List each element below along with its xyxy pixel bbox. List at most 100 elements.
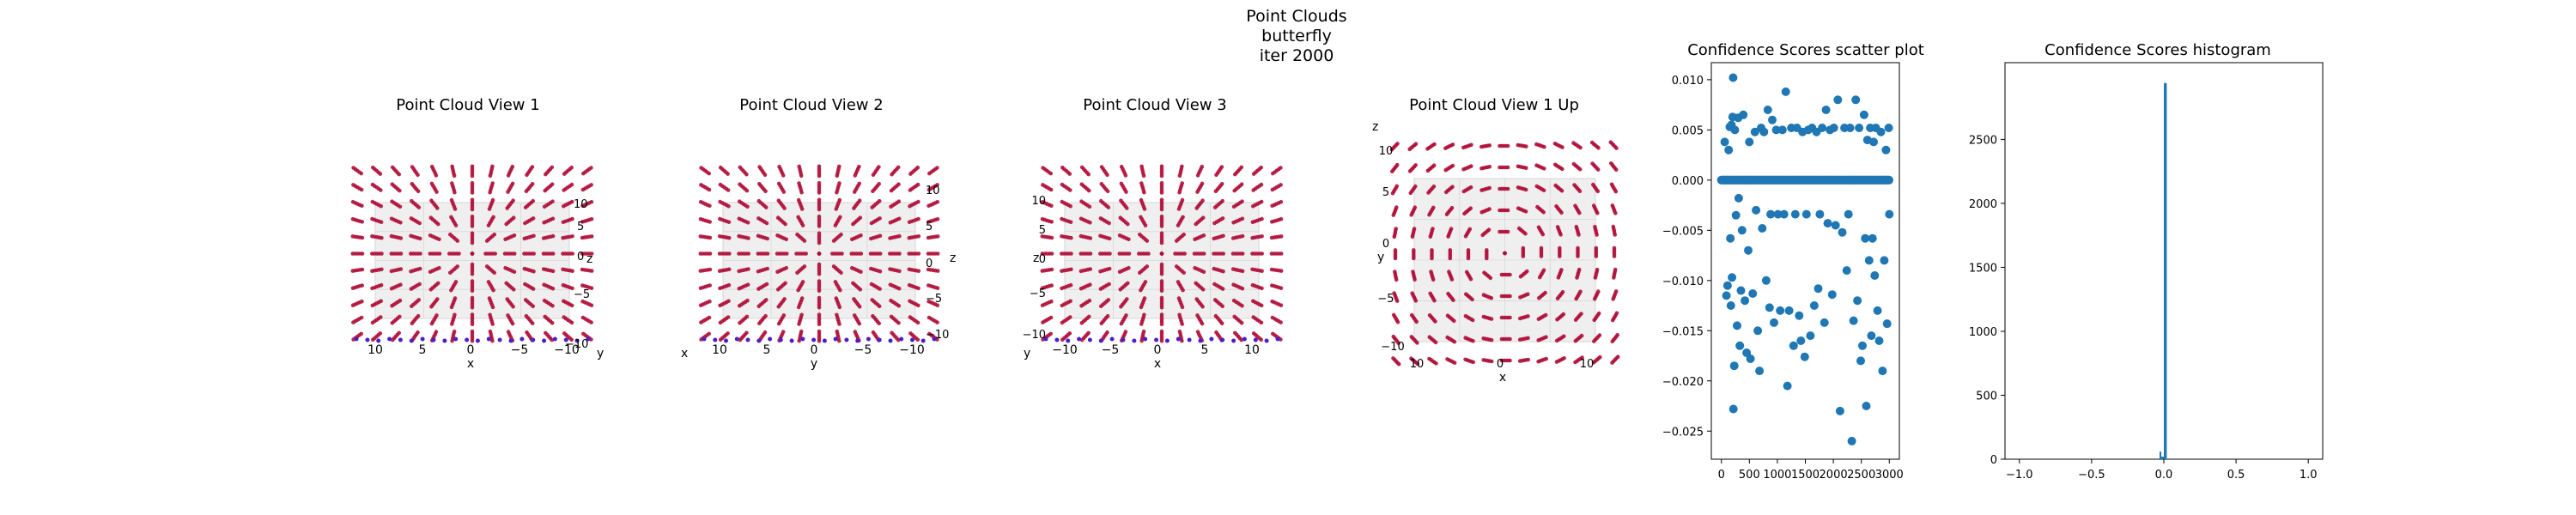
cloud-point	[1040, 234, 1045, 239]
panel-4-x-ticks: 10 0 10	[1410, 358, 1595, 371]
scatter-point	[1884, 124, 1893, 132]
cloud-point	[510, 181, 515, 186]
cloud-point	[1078, 286, 1084, 291]
cloud-point	[1060, 251, 1064, 256]
cloud-point	[1180, 181, 1184, 185]
cloud-point	[796, 215, 800, 220]
cloud-point	[1259, 320, 1264, 325]
cloud-point	[409, 287, 414, 291]
cloud-point	[1577, 167, 1583, 172]
cloud-point	[817, 197, 822, 203]
scatter-x-tick-label: 500	[1739, 469, 1760, 482]
cloud-point	[1181, 215, 1185, 220]
panel-3-x-tick-label: −5	[1102, 343, 1120, 357]
cloud-point	[1432, 142, 1437, 147]
cloud-point-base	[398, 337, 403, 342]
scatter-point	[1730, 125, 1740, 135]
cloud-point-base	[431, 337, 436, 342]
cloud-point	[1541, 210, 1546, 215]
scatter-point	[1768, 115, 1777, 124]
cloud-point	[1505, 165, 1510, 170]
scatter-point	[1820, 318, 1829, 327]
panel-4-y-axis-label: y	[1377, 251, 1384, 264]
histogram-bar	[2160, 457, 2164, 459]
cloud-point	[1554, 338, 1559, 343]
cloud-point-base	[1054, 337, 1060, 342]
cloud-point	[1448, 248, 1453, 252]
cloud-point	[409, 269, 413, 274]
panel-2-z-tick-label: −10	[926, 329, 949, 342]
cloud-point	[1119, 198, 1123, 203]
scatter-x-tick-label: 1500	[1791, 469, 1820, 482]
cloud-point	[1517, 337, 1522, 342]
cloud-point-base	[442, 338, 447, 343]
histogram-bars	[2160, 82, 2167, 460]
cloud-point	[840, 251, 844, 256]
cloud-point	[896, 321, 901, 325]
cloud-point	[1610, 318, 1615, 323]
scatter-point	[1870, 271, 1880, 280]
cloud-point	[1040, 217, 1045, 221]
cloud-point	[448, 270, 453, 276]
cloud-point	[492, 232, 496, 237]
cloud-point	[1560, 145, 1564, 149]
scatter-point	[1821, 106, 1831, 114]
cloud-point	[916, 216, 920, 221]
cloud-point	[1119, 181, 1124, 186]
cloud-point	[370, 182, 375, 187]
cloud-point	[1446, 291, 1450, 296]
cloud-point	[1574, 296, 1578, 301]
cloud-point	[1505, 143, 1510, 148]
cloud-point	[935, 303, 940, 308]
scatter-baseline-point	[1885, 175, 1893, 185]
cloud-point	[1573, 360, 1577, 365]
cloud-point	[935, 320, 939, 324]
cloud-point	[1079, 321, 1084, 325]
cloud-point	[776, 198, 781, 203]
cloud-point	[775, 288, 781, 292]
figure-title-line-2: butterfly	[1261, 27, 1332, 45]
cloud-point	[1449, 205, 1455, 210]
cloud-point	[1159, 197, 1164, 203]
cloud-point	[1180, 338, 1184, 343]
cloud-point	[756, 198, 762, 203]
cloud-point	[1468, 206, 1473, 210]
scatter-y-tick-label: 0.010	[1672, 75, 1704, 88]
cloud-point	[857, 164, 861, 169]
cloud-point-base	[910, 337, 914, 342]
cloud-point	[1487, 143, 1492, 148]
cloud-point	[837, 181, 841, 185]
cloud-point	[1614, 146, 1619, 150]
scatter-point	[1827, 290, 1837, 300]
cloud-point	[550, 182, 555, 186]
cloud-point	[492, 270, 496, 276]
cloud-point	[698, 251, 703, 256]
cloud-point	[795, 232, 799, 237]
cloud-point	[1099, 304, 1103, 309]
cloud-point	[1595, 233, 1599, 237]
panel-2-z-tick-label: 5	[926, 221, 933, 233]
cloud-point	[390, 321, 395, 325]
scatter-point	[1737, 226, 1747, 235]
scatter-point	[1878, 367, 1887, 376]
cloud-point	[1596, 146, 1601, 150]
scatter-point	[1722, 281, 1732, 290]
cloud-point	[1395, 142, 1400, 146]
cloud-point	[1505, 208, 1510, 213]
histogram-x-tick-label: 0.5	[2227, 469, 2245, 482]
cloud-point	[817, 338, 822, 343]
cloud-point	[1463, 357, 1467, 362]
cloud-point	[1060, 182, 1065, 187]
panel-3-z-tick-label: −5	[1030, 288, 1046, 300]
panel-3-z-axis-label: z	[1033, 251, 1039, 265]
confidence-scatter-panel: Confidence Scores scatter plot 0.010 0.00…	[1662, 41, 1924, 482]
cloud-point	[1117, 251, 1122, 256]
cloud-point	[737, 286, 742, 291]
scatter-point	[1724, 145, 1734, 154]
scatter-point	[1851, 95, 1861, 105]
cloud-point	[1219, 165, 1224, 169]
cloud-point	[1279, 286, 1284, 291]
panel-1-z-ticks: 10 5 0 −5 −10	[565, 198, 590, 351]
cloud-point	[389, 269, 394, 274]
cloud-point	[1464, 292, 1468, 297]
